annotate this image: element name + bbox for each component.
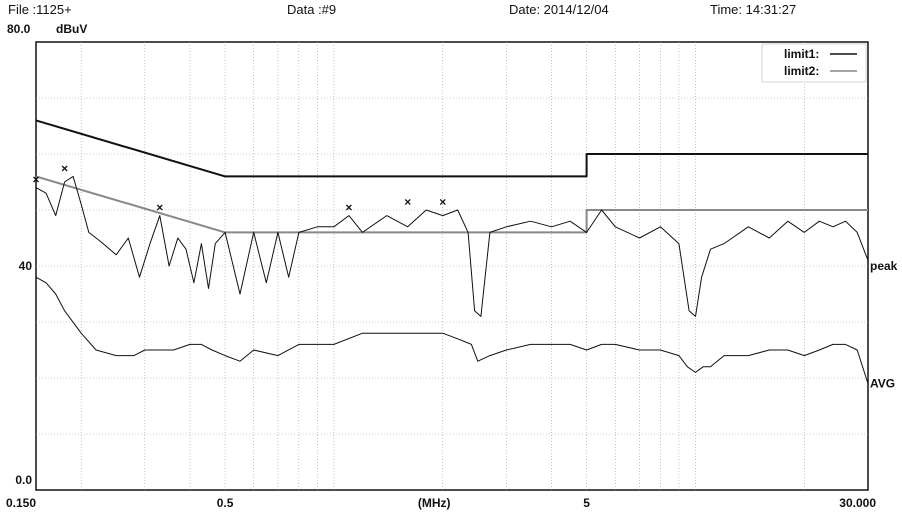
date-label: Date: 2014/12/04 bbox=[509, 2, 609, 17]
peak-marker: × bbox=[32, 173, 39, 187]
x-tick-label: 5 bbox=[583, 496, 590, 510]
y-tick-label: 40 bbox=[19, 259, 33, 273]
peak-marker: × bbox=[404, 195, 411, 209]
series-line-peak bbox=[35, 175, 869, 317]
peak-marker: × bbox=[156, 201, 163, 215]
peak-marker: × bbox=[345, 201, 352, 215]
grid bbox=[36, 42, 868, 490]
legend-label: limit2: bbox=[784, 64, 819, 78]
legend-label: limit1: bbox=[784, 47, 819, 61]
series-label-avg: AVG bbox=[870, 377, 895, 391]
series-line-limit1 bbox=[35, 119, 868, 178]
plot-frame bbox=[35, 41, 869, 491]
data-label: Data :#9 bbox=[287, 2, 337, 17]
x-tick-label: 0.150 bbox=[6, 496, 36, 510]
y-unit-label: dBuV bbox=[56, 22, 88, 36]
series-label-peak: peak bbox=[870, 259, 898, 273]
file-label: File :1125+ bbox=[8, 2, 72, 17]
y-top-label: 80.0 bbox=[7, 22, 31, 36]
legend-box bbox=[761, 43, 867, 83]
y-tick-label: 0.0 bbox=[15, 473, 32, 487]
peak-marker: × bbox=[61, 161, 68, 175]
x-tick-label: 0.5 bbox=[217, 496, 234, 510]
time-label: Time: 14:31:27 bbox=[710, 2, 797, 17]
peak-marker: × bbox=[439, 195, 446, 209]
series-line-avg bbox=[35, 276, 869, 384]
x-unit-label: (MHz) bbox=[418, 496, 451, 510]
x-tick-label: 30.000 bbox=[839, 496, 876, 510]
